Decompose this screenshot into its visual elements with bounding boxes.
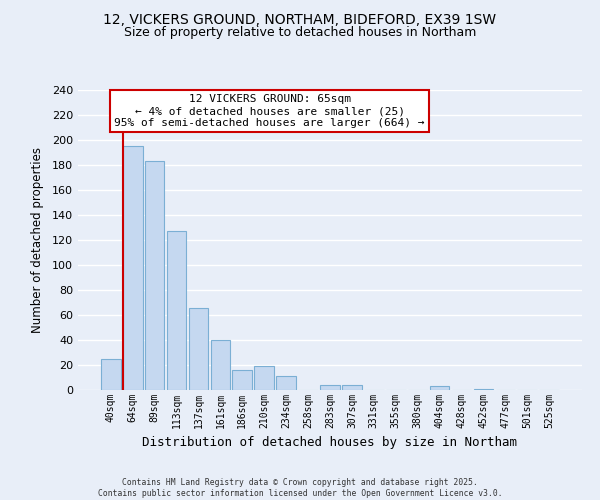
Bar [342,385,362,390]
Bar [211,340,230,390]
X-axis label: Distribution of detached houses by size in Northam: Distribution of detached houses by size … [143,436,517,450]
Bar [167,231,187,390]
Bar [188,308,208,390]
Y-axis label: Number of detached properties: Number of detached properties [31,147,44,333]
Bar [254,366,274,390]
Bar [430,386,449,390]
Bar [101,359,121,390]
Text: 12, VICKERS GROUND, NORTHAM, BIDEFORD, EX39 1SW: 12, VICKERS GROUND, NORTHAM, BIDEFORD, E… [103,12,497,26]
Bar [276,376,296,390]
Bar [473,389,493,390]
Text: Size of property relative to detached houses in Northam: Size of property relative to detached ho… [124,26,476,39]
Bar [123,146,143,390]
Bar [145,161,164,390]
Text: Contains HM Land Registry data © Crown copyright and database right 2025.
Contai: Contains HM Land Registry data © Crown c… [98,478,502,498]
Text: 12 VICKERS GROUND: 65sqm
← 4% of detached houses are smaller (25)
95% of semi-de: 12 VICKERS GROUND: 65sqm ← 4% of detache… [114,94,425,128]
Bar [232,370,252,390]
Bar [320,385,340,390]
